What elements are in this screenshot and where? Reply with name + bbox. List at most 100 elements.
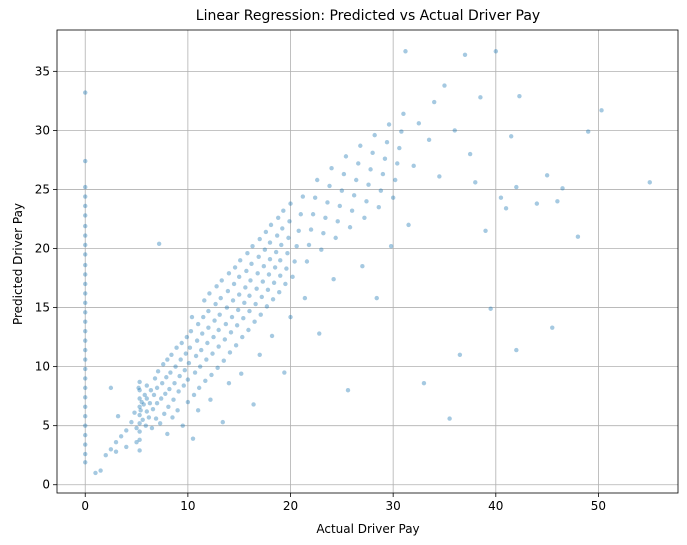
scatter-point [231,281,237,287]
scatter-point [98,468,103,473]
scatter-points [83,49,652,476]
scatter-point [103,453,108,458]
scatter-point [186,360,192,366]
scatter-point [575,234,581,239]
scatter-point [83,376,88,381]
scatter-point [585,129,591,134]
scatter-point [204,357,209,362]
scatter-point [83,442,88,447]
scatter-point [343,154,349,159]
scatter-point [288,314,293,320]
scatter-point [232,265,238,270]
scatter-point [416,121,422,126]
scatter-point [258,312,263,317]
scatter-point [180,423,185,428]
scatter-point [457,352,463,358]
scatter-point [137,379,142,385]
scatter-point [335,219,340,224]
scatter-point [382,156,388,161]
scatter-point [83,451,88,457]
scatter-point [236,292,242,297]
scatter-point [219,278,224,283]
scatter-point [235,307,241,313]
scatter-point [290,274,295,280]
scatter-point [217,312,222,317]
scatter-point [83,252,88,257]
scatter-point [386,122,392,127]
scatter-point [368,167,373,172]
scatter-point [144,383,150,388]
scatter-point [288,201,293,206]
scatter-point [279,242,284,248]
scatter-point [284,266,289,271]
scatter-point [221,358,226,363]
scatter-point [544,173,550,178]
scatter-point [312,195,318,200]
scatter-point [362,215,367,220]
scatter-point [244,268,249,274]
scatter-point [134,440,139,445]
scatter-point [108,385,114,391]
scatter-point [514,347,519,353]
scatter-point [197,364,203,369]
scatter-point [173,364,178,369]
scatter-point [129,419,134,425]
scatter-point [165,357,170,362]
scatter-point [195,408,201,413]
x-tick-label: 40 [488,499,503,513]
scatter-point [432,99,437,105]
scatter-point [298,212,303,217]
scatter-point [380,171,386,177]
scatter-point [227,350,233,355]
scatter-point [137,429,142,434]
scatter-point [218,295,223,301]
scatter-point [261,264,267,269]
scatter-point [406,222,411,228]
scatter-point [179,340,184,346]
scatter-point [283,281,288,287]
y-tick-label: 30 [35,123,50,137]
scatter-point [222,337,228,342]
scatter-point [467,151,473,157]
scatter-point [183,351,189,356]
scatter-point [550,325,555,330]
scatter-point [437,174,442,179]
scatter-point [83,460,88,465]
scatter-point [281,208,286,213]
scatter-point [182,367,187,373]
scatter-point [292,259,297,264]
scatter-point [137,421,142,426]
scatter-point [152,376,158,381]
scatter-point [395,161,400,166]
scatter-point [256,254,261,259]
x-tick-label: 10 [180,499,195,513]
scatter-point [190,436,196,441]
y-tick-label: 0 [42,478,50,492]
scatter-point [137,396,142,401]
scatter-point [167,386,172,392]
scatter-point [134,425,139,431]
scatter-point [216,344,221,349]
scatter-point [83,233,88,238]
scatter-point [233,343,239,348]
y-tick-label: 15 [35,301,50,315]
scatter-point [166,404,171,409]
scatter-point [269,333,275,339]
scatter-point [141,402,146,407]
scatter-point [245,251,250,256]
scatter-point [83,184,88,190]
scatter-point [275,215,281,220]
scatter-point [150,406,156,412]
scatter-point [257,236,262,242]
scatter-point [321,230,326,236]
scatter-point [140,417,145,422]
scatter-point [447,416,452,421]
scatter-point [224,305,230,310]
scatter-point [83,414,88,419]
plot-frame [56,29,679,494]
scatter-point [358,143,363,148]
scatter-point [83,272,88,277]
scatter-point [273,249,279,255]
scatter-point [203,378,208,383]
scatter-point [262,247,268,252]
